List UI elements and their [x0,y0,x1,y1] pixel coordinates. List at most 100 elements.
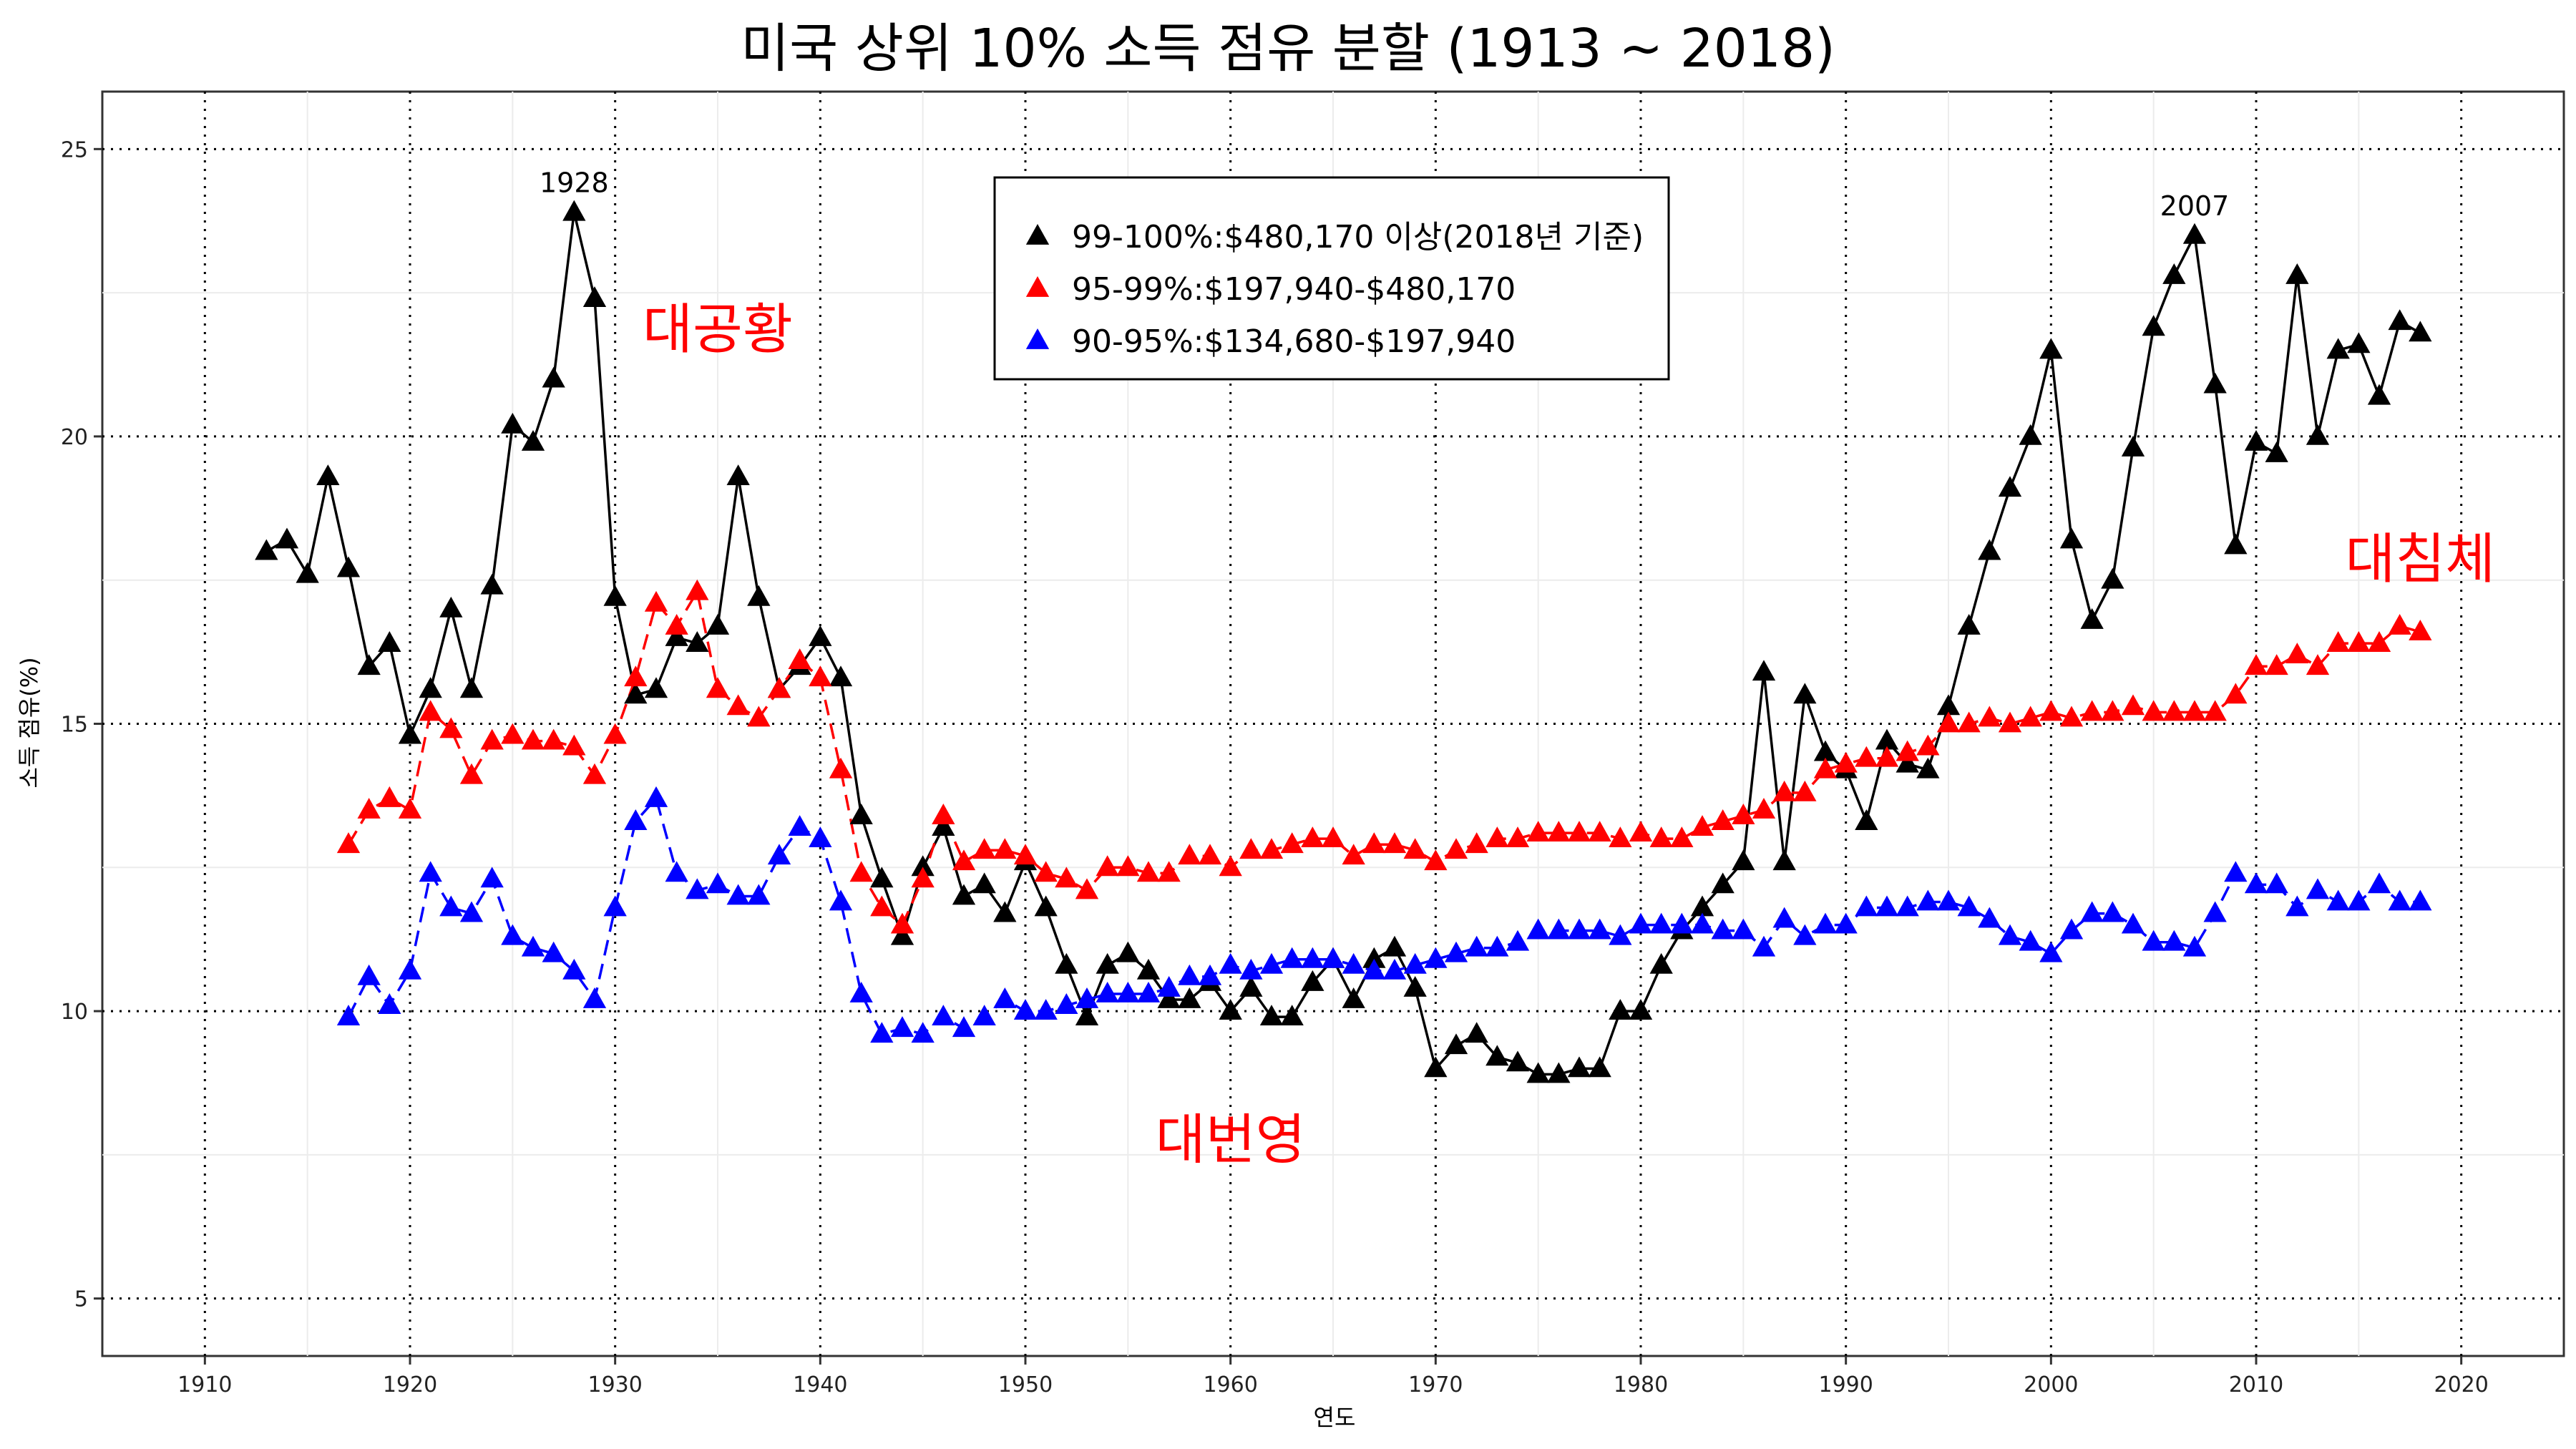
series-2-point [1752,935,1776,957]
series-1-point [2306,654,2330,675]
series-points [255,200,2432,1083]
series-0-point [1259,1005,1284,1026]
series-1-point [890,912,914,934]
series-0-point [1219,999,1242,1020]
series-0-point [255,539,278,560]
series-2-point [993,987,1017,1008]
series-0-point [2059,527,2084,549]
series-0-point [2244,429,2268,451]
series-0-point [1711,872,1735,894]
series-2-point [2306,878,2330,899]
series-1-point [1711,809,1735,830]
series-2-point [1732,918,1755,940]
series-1-point [1506,826,1530,848]
series-0-point [1465,1022,1488,1043]
series-1-point [459,763,484,784]
series-1-point [2244,654,2268,675]
series-0-point [1793,683,1817,704]
series-0-point [2203,372,2227,394]
series-1-point [521,728,545,750]
series-0-point [1896,751,1919,773]
series-0-point [1075,1005,1099,1026]
series-1-point [1321,826,1345,848]
series-0-point [1752,660,1776,681]
series-1-point [1239,838,1263,859]
series-1-point [1424,849,1448,871]
series-1-point [809,665,832,687]
series-1-point [993,838,1017,859]
series-0-point [1116,941,1140,962]
series-1-point [1055,867,1078,888]
series-0-point [1732,849,1755,871]
series-0-point [1588,1056,1611,1078]
series-0-point [1096,952,1119,974]
series-2-point [1136,981,1161,1002]
series-2-point [521,935,545,957]
series-0-point [2039,338,2063,359]
series-0-point [1936,694,1961,716]
series-0-point [1301,970,1324,991]
series-1-point [747,706,771,727]
series-0-point [582,286,607,308]
series-0-point [624,683,648,704]
series-1-point [1649,826,1673,848]
series-2-point [378,993,401,1014]
series-1-point [788,648,811,670]
x-tick-label: 1940 [793,1372,847,1397]
series-2-point [706,872,730,894]
series-1-point [624,665,648,687]
series-0-point [459,677,484,698]
series-1-point [480,728,504,750]
series-2-point [644,786,668,807]
series-1-point [1875,746,1899,767]
series-2-point [542,941,565,962]
series-2-point [480,867,504,888]
x-tick-label: 1950 [998,1372,1053,1397]
series-1-point [2059,706,2084,727]
series-0-point [890,924,914,945]
series-2-point [336,1005,361,1026]
series-0-point [829,665,853,687]
series-0-point [952,884,976,905]
legend-label: 95-99%:$197,940-$480,170 [1072,271,1516,308]
y-axis-title: 소득 점유(%) [16,657,43,788]
series-2-point [1998,924,2022,945]
series-2-point [1301,947,1324,968]
series-2-point [1793,924,1817,945]
series-1-point [562,734,586,756]
series-0-point [706,613,730,635]
series-2-point [849,981,873,1002]
series-0-point [1649,952,1673,974]
series-0-point [2367,384,2391,405]
series-1-point [1116,855,1140,877]
series-0-point [1342,987,1365,1008]
series-1-point [1978,706,2001,727]
series-1-point [1382,832,1407,854]
x-axis-title: 연도 [1314,1404,1356,1431]
series-1-point [1772,780,1796,801]
x-tick-label: 1970 [1408,1372,1463,1397]
series-2-point [1916,889,1940,911]
series-1-point [1732,804,1755,824]
series-1-point [2142,700,2165,721]
series-2-point [767,844,791,865]
legend-marker [1025,328,1050,349]
series-2-point [1055,993,1078,1014]
series-0-point [1157,987,1181,1008]
series-2-point [1465,935,1488,957]
series-1-point [439,717,463,738]
series-2-point [1813,912,1838,934]
series-0-point [2224,533,2248,555]
x-tick-labels: 1910 1920 1930 1940 1950 1960 1970 1980 1990 2000… [177,1372,2489,1397]
series-0-point [357,654,381,675]
axis-ticks [94,147,2463,1365]
series-2-point [1670,912,1694,934]
series-0-point [2285,263,2309,284]
series-1-point [1362,832,1386,854]
series-1-point [1916,734,1940,756]
series-0-point [439,596,463,618]
series-0-point [398,723,422,744]
series-2-point [582,987,607,1008]
series-0-point [1136,958,1161,980]
series-line-0 [265,212,2421,1076]
